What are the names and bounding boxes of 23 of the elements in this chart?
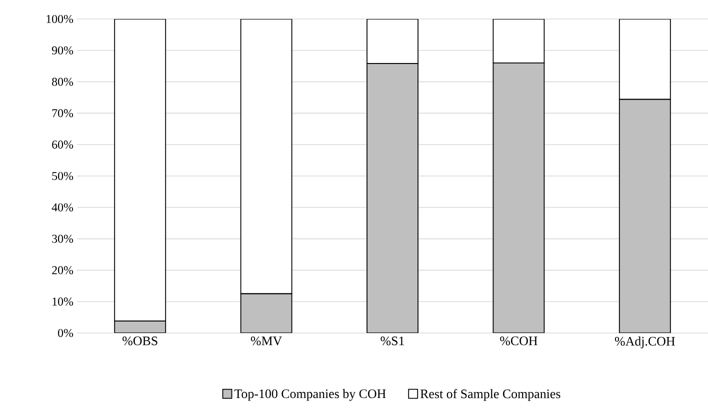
y-tick-label: 80% xyxy=(52,78,74,86)
legend-label: Rest of Sample Companies xyxy=(420,388,560,401)
y-tick-label: 40% xyxy=(52,203,74,212)
x-tick-label: %COH xyxy=(500,336,538,346)
y-tick-label: 70% xyxy=(52,109,74,118)
x-tick-label: %MV xyxy=(250,336,282,346)
bar xyxy=(366,63,418,333)
bar xyxy=(492,62,545,333)
y-tick-label: 60% xyxy=(52,140,74,149)
y-tick-label: 10% xyxy=(52,298,74,306)
y-tick-label: 90% xyxy=(52,46,74,54)
legend-label: Top-100 Companies by COH xyxy=(234,389,386,401)
bar xyxy=(618,98,671,333)
y-tick-label: 50% xyxy=(52,172,74,180)
y-tick-label: 100% xyxy=(46,14,74,24)
bar xyxy=(240,293,292,333)
y-tick-label: 0% xyxy=(58,328,74,338)
x-tick-label: %OBS xyxy=(122,336,158,346)
y-tick-label: 20% xyxy=(52,266,74,274)
x-tick-label: %Adj.COH xyxy=(614,336,675,348)
x-tick-label: %S1 xyxy=(380,336,404,346)
y-tick-label: 30% xyxy=(52,234,74,243)
bar xyxy=(114,321,166,333)
